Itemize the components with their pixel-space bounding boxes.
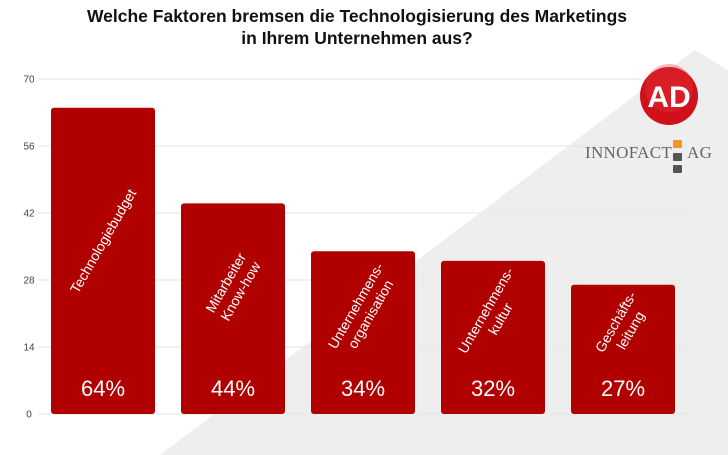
chart-title-line-1: Welche Faktoren bremsen die Technologisi… (87, 6, 627, 26)
y-tick-label: 42 (23, 209, 35, 220)
y-tick-label: 0 (26, 410, 32, 421)
brand-company-name: INNOFACT (585, 143, 672, 162)
bar (311, 251, 415, 414)
brand-suffix: AG (687, 143, 712, 162)
bar-value-label: 44% (211, 376, 255, 401)
y-tick-label: 56 (23, 142, 35, 153)
brand-square-gray-2 (673, 165, 682, 173)
logo-highlight (645, 64, 693, 112)
y-axis-tick-labels: 0 14 28 42 56 70 (23, 75, 35, 421)
bar-value-label: 27% (601, 376, 645, 401)
y-tick-label: 14 (23, 343, 35, 354)
logo-circle (640, 67, 698, 125)
bar (571, 284, 675, 414)
bar-value-label: 32% (471, 376, 515, 401)
bar (441, 260, 545, 414)
bar (51, 107, 155, 414)
bar-value-label: 34% (341, 376, 385, 401)
bars: 64%Technologiebudget44%MitarbeiterKnow-h… (51, 107, 675, 414)
chart-title-line-2: in Ihrem Unternehmen aus? (241, 28, 472, 48)
brand-square-gray-1 (673, 153, 682, 161)
bar (181, 203, 285, 414)
y-tick-label: 28 (23, 276, 35, 287)
logo-text: AD (647, 81, 690, 114)
brand-square-orange (673, 140, 682, 148)
brand-logo: AD INNOFACT AG (585, 64, 712, 173)
y-tick-label: 70 (23, 75, 35, 86)
bar-value-label: 64% (81, 376, 125, 401)
